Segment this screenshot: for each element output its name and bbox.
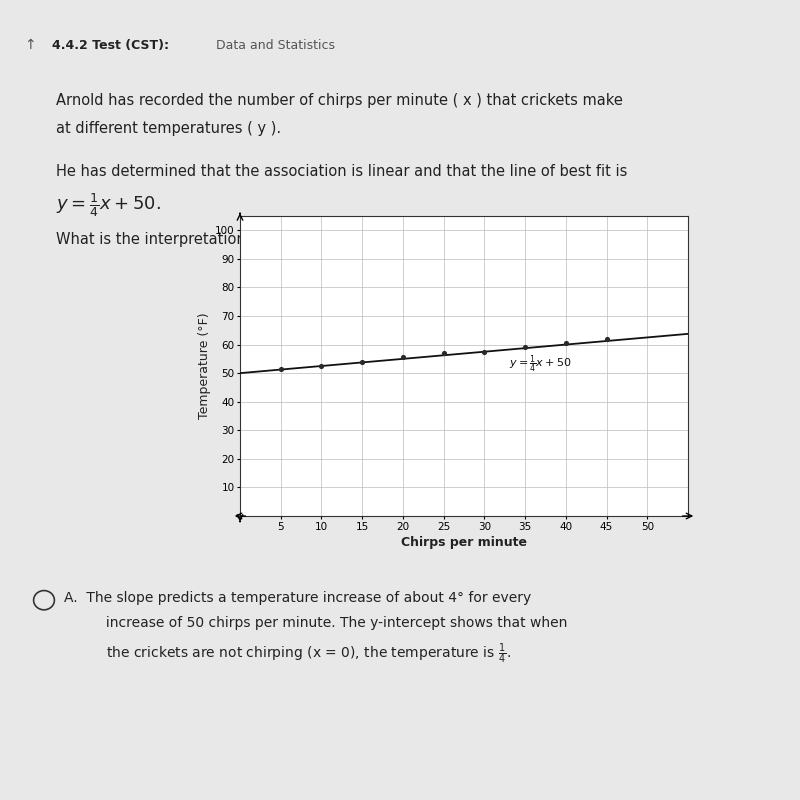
Text: $y = \frac{1}{4}x + 50$: $y = \frac{1}{4}x + 50$: [509, 354, 571, 375]
Text: increase of 50 chirps per minute. The y-intercept shows that when: increase of 50 chirps per minute. The y-…: [84, 617, 567, 630]
Point: [274, 362, 287, 375]
Text: He has determined that the association is linear and that the line of best fit i: He has determined that the association i…: [56, 164, 627, 178]
Text: ↑: ↑: [24, 38, 36, 52]
Text: at different temperatures ( y ).: at different temperatures ( y ).: [56, 121, 281, 136]
Point: [438, 346, 450, 359]
Point: [559, 337, 572, 350]
Text: Arnold has recorded the number of chirps per minute ( x ) that crickets make: Arnold has recorded the number of chirps…: [56, 94, 623, 108]
Text: A.  The slope predicts a temperature increase of about 4° for every: A. The slope predicts a temperature incr…: [64, 591, 531, 606]
Text: Data and Statistics: Data and Statistics: [212, 38, 335, 52]
Point: [315, 360, 328, 373]
Point: [600, 333, 613, 346]
Y-axis label: Temperature (°F): Temperature (°F): [198, 313, 210, 419]
Point: [356, 355, 369, 368]
Point: [518, 341, 531, 354]
Text: $y = \frac{1}{4}x + 50.$: $y = \frac{1}{4}x + 50.$: [56, 191, 161, 219]
Text: the crickets are not chirping (x = 0), the temperature is $\frac{1}{4}$.: the crickets are not chirping (x = 0), t…: [84, 642, 511, 666]
Text: What is the interpretation of the slope and y-intercept of this equation?: What is the interpretation of the slope …: [56, 232, 581, 246]
Point: [397, 351, 410, 364]
Text: 4.4.2 Test (CST):: 4.4.2 Test (CST):: [52, 38, 169, 52]
X-axis label: Chirps per minute: Chirps per minute: [401, 536, 527, 549]
Point: [478, 346, 490, 358]
